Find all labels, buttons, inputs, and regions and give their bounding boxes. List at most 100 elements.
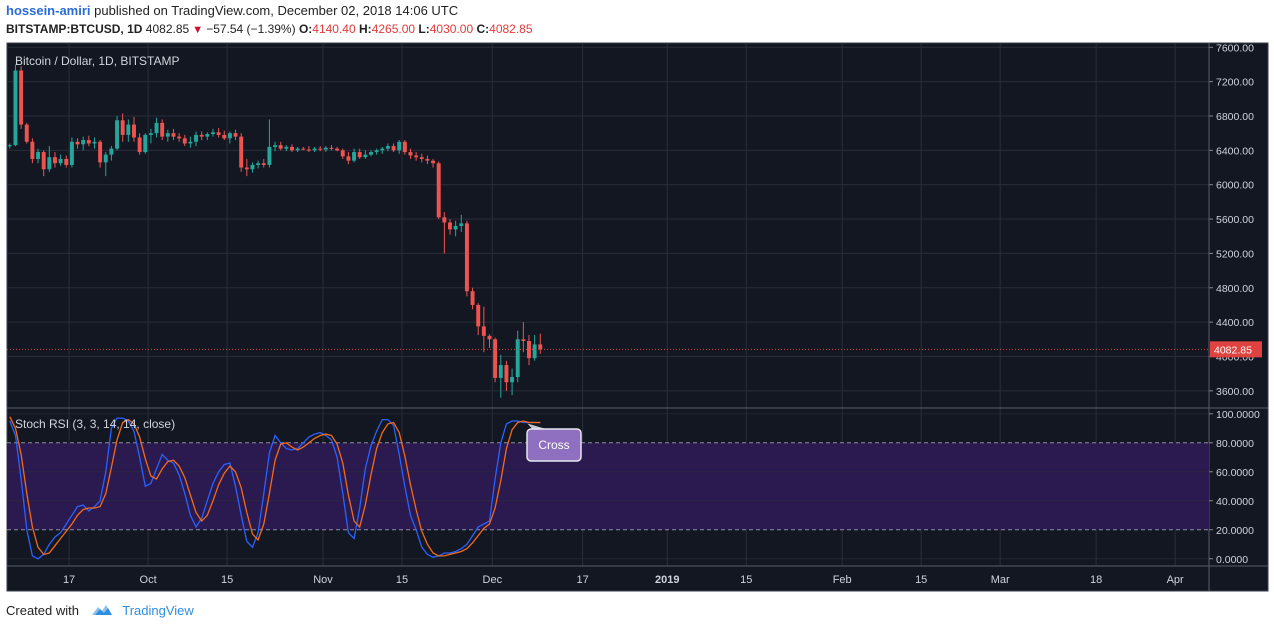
candle-body [233,133,238,137]
candle-body [222,134,227,139]
chart-frame [6,42,1269,592]
x-tick-label: 15 [740,574,752,586]
candle-body [75,141,80,145]
candle-body [41,152,46,170]
candle-body [278,145,283,149]
last-price-tag-label: 4082.85 [1214,344,1252,356]
candle-body [306,149,311,151]
candle-body [453,225,458,230]
x-tick-label: 18 [1090,574,1102,586]
candle-body [436,163,441,218]
callout-box [526,428,582,462]
candle-body [402,141,407,153]
candle-body [256,163,261,165]
candle-body [498,365,503,378]
price-tick-label: 4400.00 [1216,317,1254,329]
candle-body [13,70,18,146]
candle-body [58,158,63,164]
candle-body [86,140,91,144]
candle-body [261,163,266,165]
x-tick-label: Dec [483,574,503,586]
candle-body [81,140,86,145]
high-value: 4265.00 [371,22,416,36]
candle-body [448,222,452,230]
x-tick-label: 15 [221,574,233,586]
price-tick-label: 6000.00 [1216,180,1254,192]
symbol-label: BITSTAMP:BTCUSD, 1D [6,22,143,36]
stoch-tick-label: 20.0000 [1216,525,1254,537]
price-tick-label: 6400.00 [1216,145,1254,157]
tradingview-logo-icon [91,603,113,620]
low-label: L: [418,22,430,36]
candle-body [419,157,424,159]
candle-body [171,133,176,137]
tradingview-link[interactable]: TradingView [122,603,194,618]
candle-body [470,291,475,305]
price-tick-label: 7600.00 [1216,42,1254,54]
author-link[interactable]: hossein-amiri [6,3,91,18]
candle-body [312,148,317,151]
candle-body [69,141,74,165]
candle-body [476,304,481,327]
candle-body [103,154,108,163]
close-value: 4082.85 [489,22,533,36]
candle-body [346,156,351,161]
candle-body [52,157,57,164]
ohlc-line: BITSTAMP:BTCUSD, 1D 4082.85 ▼ −57.54 (−1… [6,22,533,36]
stoch-d-line [9,416,541,557]
down-triangle-icon: ▼ [189,24,207,36]
candle-body [36,152,41,159]
published-text: published on TradingView.com, December 0… [94,3,459,18]
candle-body [143,134,148,153]
stoch-tick-label: 100.0000 [1216,409,1260,421]
footer: Created with TradingView [6,603,194,620]
x-tick-label: 2019 [655,574,679,586]
candle-body [239,136,244,168]
candle-body [177,136,182,139]
candle-body [481,326,486,336]
candle-body [137,137,142,153]
candle-body [329,147,334,149]
last-price-tag [1210,341,1262,358]
candle-body [385,146,390,149]
candle-body [515,339,520,378]
candle-body [487,335,492,340]
candle-body [363,154,368,158]
x-tick-label: Nov [313,574,333,586]
candle-body [267,146,272,165]
candle-body [131,124,136,138]
candle-body [165,133,170,137]
publish-line: hossein-amiri published on TradingView.c… [6,3,458,18]
candle-body [493,339,498,378]
candle-body [340,150,345,157]
candle-body [301,148,306,150]
created-with-text: Created with [6,603,79,618]
price-tick-label: 6800.00 [1216,111,1254,123]
candle-body [527,341,531,359]
candle-body [154,122,159,134]
candle-body [380,148,385,151]
candle-body [459,223,464,226]
candle-body [414,155,419,158]
x-tick-label: Mar [991,574,1010,586]
price-pane-title: Bitcoin / Dollar, 1D, BITSTAMP [15,54,180,68]
stoch-tick-label: 80.0000 [1216,438,1254,450]
x-tick-label: 17 [576,574,588,586]
callout-label: Cross [538,438,569,452]
candle-body [24,124,29,142]
candle-body [318,148,323,150]
stoch-tick-label: 0.0000 [1216,554,1248,566]
price-tick-label: 5200.00 [1216,248,1254,260]
candle-body [504,365,509,383]
candle-body [30,141,35,159]
candle-body [188,141,193,144]
high-label: H: [359,22,372,36]
candle-body [126,124,131,135]
candle-body [352,152,357,161]
stoch-pane-title: Stoch RSI (3, 3, 14, 14, close) [15,417,175,431]
candle-body [148,133,153,135]
candle-body [92,141,97,144]
candle-body [397,141,402,151]
candle-body [109,148,114,155]
